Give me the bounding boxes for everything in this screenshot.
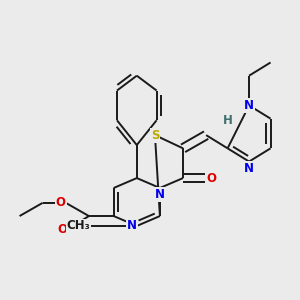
Text: N: N [127, 220, 137, 232]
Text: S: S [151, 129, 159, 142]
Text: CH₃: CH₃ [67, 220, 91, 232]
Text: H: H [223, 114, 232, 127]
Text: O: O [57, 223, 68, 236]
Text: N: N [244, 162, 254, 175]
Text: N: N [244, 99, 254, 112]
Text: N: N [155, 188, 165, 201]
Text: N: N [244, 99, 254, 112]
Text: O: O [56, 196, 66, 209]
Text: O: O [206, 172, 216, 184]
